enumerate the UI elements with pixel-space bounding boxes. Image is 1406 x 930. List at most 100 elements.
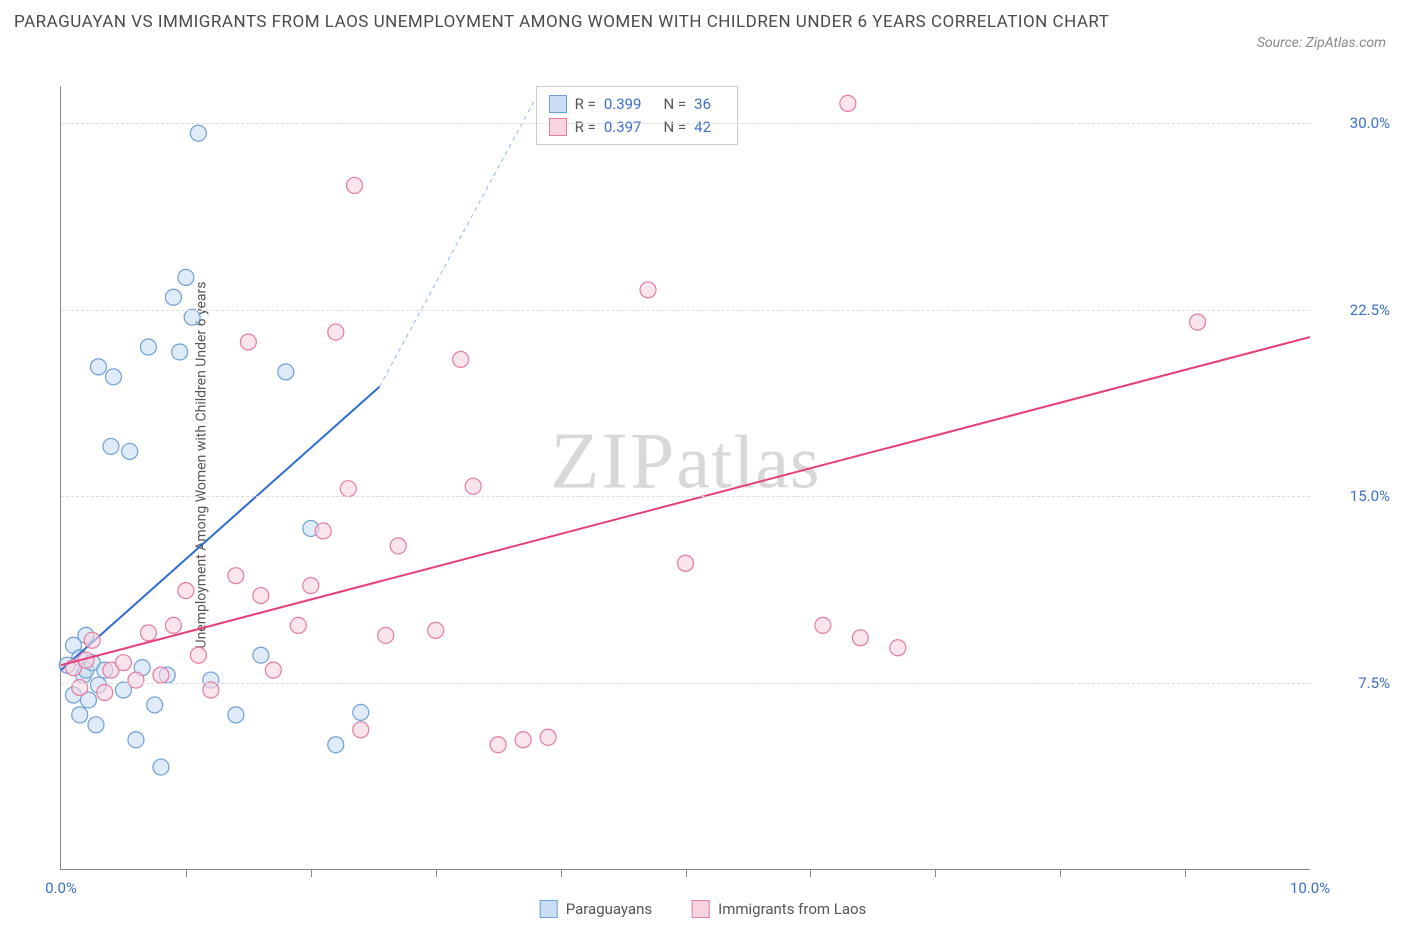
data-point bbox=[178, 269, 194, 285]
x-tick bbox=[561, 869, 562, 877]
data-point bbox=[105, 369, 121, 385]
data-point bbox=[465, 478, 481, 494]
n-value: 42 bbox=[694, 116, 711, 139]
data-point bbox=[353, 704, 369, 720]
correlation-stats-box: R = 0.399 N = 36 R = 0.397 N = 42 bbox=[536, 86, 738, 145]
data-point bbox=[203, 682, 219, 698]
data-point bbox=[340, 481, 356, 497]
data-point bbox=[852, 630, 868, 646]
legend-item: Immigrants from Laos bbox=[692, 900, 866, 918]
data-point bbox=[428, 622, 444, 638]
x-tick bbox=[1060, 869, 1061, 877]
x-tick-label: 10.0% bbox=[1290, 879, 1330, 897]
data-point bbox=[378, 627, 394, 643]
data-point bbox=[172, 344, 188, 360]
data-point bbox=[515, 732, 531, 748]
data-point bbox=[353, 722, 369, 738]
data-point bbox=[1190, 314, 1206, 330]
data-point bbox=[72, 707, 88, 723]
data-point bbox=[84, 632, 100, 648]
data-point bbox=[315, 523, 331, 539]
stats-row: R = 0.397 N = 42 bbox=[549, 116, 725, 139]
trend-line bbox=[61, 337, 1310, 665]
legend-label: Paraguayans bbox=[566, 900, 652, 918]
gridline bbox=[61, 310, 1310, 311]
data-point bbox=[165, 617, 181, 633]
y-tick-label: 30.0% bbox=[1320, 114, 1390, 132]
x-tick bbox=[436, 869, 437, 877]
source-label: Source: ZipAtlas.com bbox=[1257, 35, 1386, 51]
y-tick-label: 7.5% bbox=[1320, 674, 1390, 692]
legend-swatch bbox=[540, 900, 558, 918]
legend: Paraguayans Immigrants from Laos bbox=[540, 900, 867, 918]
data-point bbox=[265, 662, 281, 678]
data-point bbox=[190, 647, 206, 663]
data-point bbox=[253, 588, 269, 604]
legend-label: Immigrants from Laos bbox=[718, 900, 866, 918]
gridline bbox=[61, 123, 1310, 124]
x-tick bbox=[810, 869, 811, 877]
data-point bbox=[153, 667, 169, 683]
r-label: R = bbox=[575, 116, 596, 139]
data-point bbox=[347, 177, 363, 193]
n-label: N = bbox=[664, 116, 687, 139]
x-tick-label: 0.0% bbox=[45, 879, 77, 897]
data-point bbox=[290, 617, 306, 633]
data-point bbox=[328, 737, 344, 753]
trend-line bbox=[61, 387, 379, 670]
r-label: R = bbox=[575, 93, 596, 116]
data-point bbox=[253, 647, 269, 663]
chart-plot-area: ZIPatlas R = 0.399 N = 36 R = 0.397 N = … bbox=[60, 86, 1310, 870]
data-point bbox=[165, 289, 181, 305]
gridline bbox=[61, 496, 1310, 497]
trend-line-extension bbox=[379, 98, 535, 386]
series-swatch bbox=[549, 118, 567, 136]
data-point bbox=[103, 438, 119, 454]
legend-swatch bbox=[692, 900, 710, 918]
n-value: 36 bbox=[694, 93, 711, 116]
scatter-plot-svg bbox=[61, 86, 1310, 869]
data-point bbox=[140, 339, 156, 355]
data-point bbox=[90, 359, 106, 375]
data-point bbox=[178, 583, 194, 599]
data-point bbox=[815, 617, 831, 633]
n-label: N = bbox=[664, 93, 687, 116]
x-tick bbox=[686, 869, 687, 877]
data-point bbox=[184, 309, 200, 325]
data-point bbox=[490, 737, 506, 753]
stats-row: R = 0.399 N = 36 bbox=[549, 93, 725, 116]
data-point bbox=[540, 729, 556, 745]
data-point bbox=[678, 555, 694, 571]
y-tick-label: 22.5% bbox=[1320, 301, 1390, 319]
chart-title: PARAGUAYAN VS IMMIGRANTS FROM LAOS UNEMP… bbox=[14, 10, 1114, 36]
y-tick-label: 15.0% bbox=[1320, 487, 1390, 505]
data-point bbox=[278, 364, 294, 380]
data-point bbox=[328, 324, 344, 340]
gridline bbox=[61, 683, 1310, 684]
data-point bbox=[153, 759, 169, 775]
x-tick bbox=[935, 869, 936, 877]
data-point bbox=[128, 732, 144, 748]
data-point bbox=[228, 568, 244, 584]
data-point bbox=[122, 443, 138, 459]
x-tick bbox=[1185, 869, 1186, 877]
legend-item: Paraguayans bbox=[540, 900, 652, 918]
data-point bbox=[453, 351, 469, 367]
data-point bbox=[128, 672, 144, 688]
data-point bbox=[190, 125, 206, 141]
series-swatch bbox=[549, 95, 567, 113]
data-point bbox=[840, 95, 856, 111]
data-point bbox=[147, 697, 163, 713]
data-point bbox=[890, 640, 906, 656]
r-value: 0.397 bbox=[604, 116, 642, 139]
data-point bbox=[88, 717, 104, 733]
data-point bbox=[390, 538, 406, 554]
data-point bbox=[303, 578, 319, 594]
data-point bbox=[140, 625, 156, 641]
data-point bbox=[115, 655, 131, 671]
x-tick bbox=[186, 869, 187, 877]
data-point bbox=[228, 707, 244, 723]
r-value: 0.399 bbox=[604, 93, 642, 116]
data-point bbox=[97, 685, 113, 701]
x-tick bbox=[311, 869, 312, 877]
